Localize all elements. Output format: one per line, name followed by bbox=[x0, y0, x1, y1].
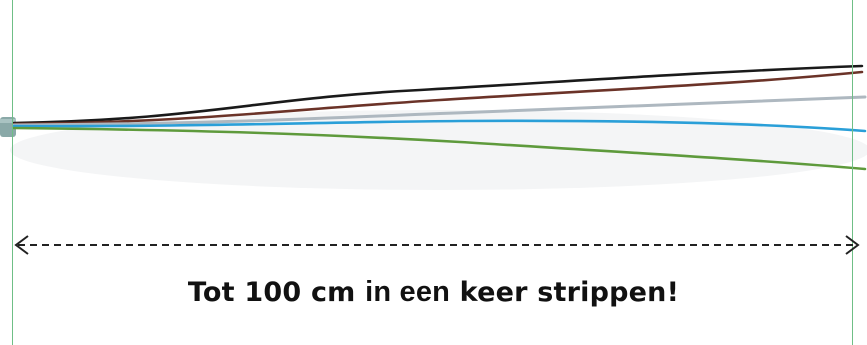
arrowhead-right-icon bbox=[845, 235, 860, 255]
caption-part-2: in een bbox=[365, 276, 451, 308]
wire-shadow bbox=[10, 110, 867, 190]
caption-part-3: keer strippen! bbox=[450, 277, 680, 308]
wire-black bbox=[12, 64, 864, 125]
wire-blue bbox=[12, 119, 867, 133]
right-guide-line bbox=[852, 0, 853, 345]
wire-brown bbox=[12, 70, 864, 126]
cable-sheath-highlight bbox=[0, 119, 16, 123]
wire-green bbox=[12, 126, 867, 171]
left-guide-line bbox=[12, 0, 13, 345]
wire-grey bbox=[12, 95, 867, 127]
caption-text: Tot 100 cm in een keer strippen! bbox=[0, 276, 867, 309]
arrowhead-left-icon bbox=[14, 235, 29, 255]
caption-part-1: Tot 100 cm bbox=[187, 277, 366, 308]
